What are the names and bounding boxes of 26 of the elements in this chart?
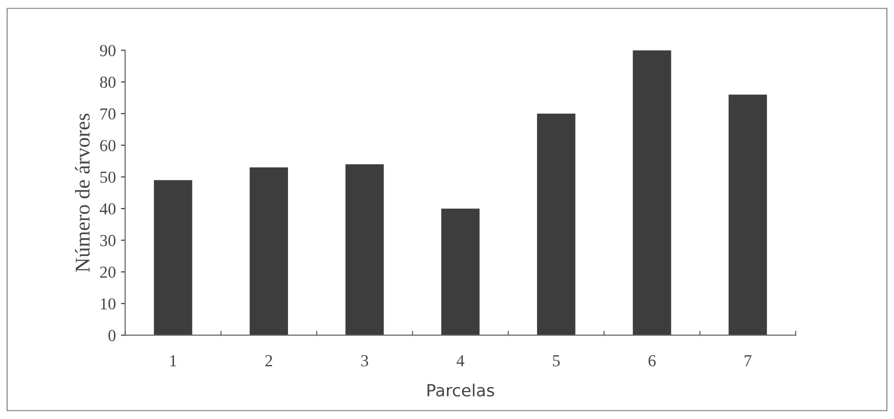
- bar: [632, 50, 672, 336]
- y-tick-label: 30: [100, 234, 116, 246]
- y-tick-label: 80: [100, 76, 116, 88]
- bar: [537, 114, 576, 336]
- x-axis-title: Parcelas: [428, 384, 494, 397]
- x-tick-label: 1: [170, 355, 176, 366]
- bar: [441, 208, 480, 336]
- y-tick-label: 50: [100, 172, 116, 183]
- x-tick-label: 6: [648, 355, 656, 366]
- y-tick-label: 60: [100, 140, 116, 152]
- y-tick-label: 70: [100, 108, 116, 120]
- y-tick-label: 10: [100, 298, 116, 310]
- y-tick-label: 40: [100, 203, 116, 215]
- bar: [345, 164, 384, 336]
- bar: [728, 94, 767, 336]
- x-tick-label: 5: [553, 355, 560, 366]
- bar: [154, 180, 192, 336]
- x-tick-label: 4: [456, 355, 464, 366]
- y-tick-label: 90: [100, 44, 116, 56]
- y-tick-label: 0: [108, 330, 116, 342]
- y-tick-label: 20: [100, 266, 116, 278]
- x-tick-label: 2: [265, 355, 272, 366]
- bar: [250, 167, 288, 336]
- y-axis-title: Número de árvores: [74, 114, 90, 272]
- x-tick-label: 7: [744, 355, 752, 366]
- x-tick-label: 3: [361, 355, 368, 366]
